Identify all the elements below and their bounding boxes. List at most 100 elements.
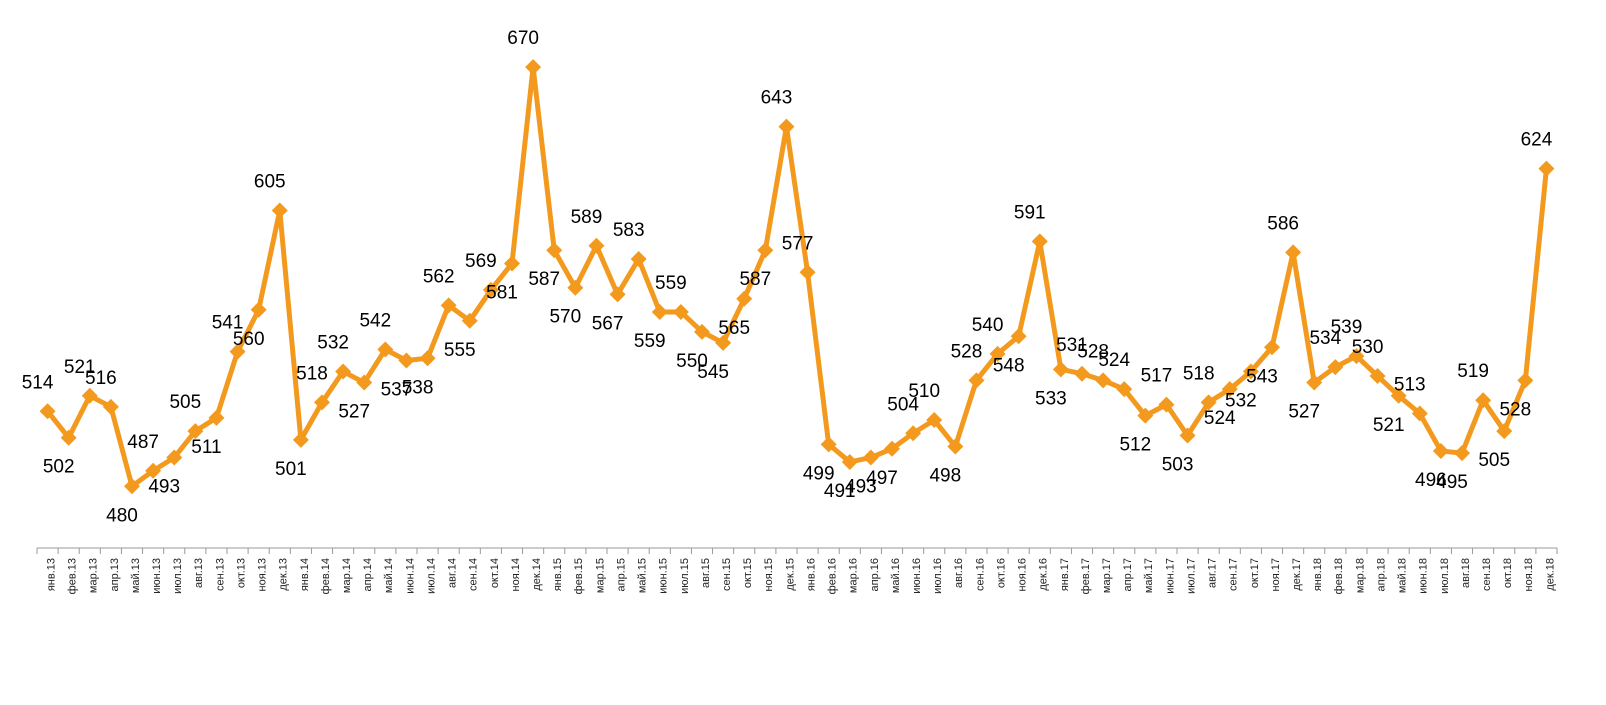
marker	[1390, 387, 1407, 404]
data-label: 497	[866, 468, 898, 489]
x-tick-label: мар.14	[341, 558, 353, 593]
marker	[1221, 381, 1238, 398]
x-tick-label: янв.14	[299, 558, 311, 591]
data-label: 524	[1098, 350, 1130, 371]
x-tick-label: окт.16	[995, 558, 1007, 588]
x-tick-label: дек.13	[278, 558, 290, 591]
marker	[81, 387, 98, 404]
marker	[292, 431, 309, 448]
x-tick-label: июл.14	[425, 558, 437, 594]
marker	[884, 440, 900, 457]
data-label: 527	[338, 402, 370, 423]
data-label: 511	[191, 437, 221, 458]
data-label: 521	[64, 357, 96, 378]
marker	[419, 350, 436, 367]
data-label: 493	[845, 477, 877, 498]
marker	[1432, 442, 1449, 459]
x-tick-label: апр.16	[869, 558, 881, 591]
data-label: 567	[592, 313, 624, 334]
marker	[1411, 405, 1428, 422]
data-label: 562	[423, 266, 455, 287]
data-label: 587	[739, 269, 771, 290]
x-tick-label: дек.17	[1291, 558, 1303, 591]
marker	[356, 374, 373, 391]
x-tick-label: сен.14	[468, 558, 480, 591]
marker	[1010, 328, 1027, 345]
data-label: 542	[359, 310, 391, 331]
marker	[1327, 359, 1344, 376]
data-label: 643	[761, 88, 793, 109]
data-label: 555	[444, 340, 476, 361]
marker	[778, 118, 795, 135]
x-tick-label: июл.13	[172, 558, 184, 594]
x-tick-label: апр.17	[1122, 558, 1134, 591]
data-label: 505	[1478, 450, 1510, 471]
marker	[335, 363, 352, 380]
x-tick-label: янв.16	[805, 558, 817, 591]
x-tick-label: авг.16	[953, 558, 965, 588]
x-tick-label: сен.13	[214, 558, 226, 591]
data-label: 559	[634, 331, 666, 352]
x-tick-label: мар.16	[848, 558, 860, 593]
data-label: 530	[1352, 337, 1384, 358]
marker	[124, 478, 140, 495]
x-tick-label: июн.14	[404, 558, 416, 594]
marker	[1496, 423, 1513, 440]
x-tick-label: май.17	[1143, 558, 1155, 593]
marker	[504, 255, 520, 272]
data-label: 539	[1331, 317, 1363, 338]
data-label: 502	[43, 457, 75, 478]
marker	[461, 312, 478, 329]
marker	[1179, 427, 1196, 444]
x-tick-label: апр.15	[615, 558, 627, 591]
x-tick-label: мар.13	[88, 558, 100, 593]
x-tick-label: сен.18	[1481, 558, 1493, 591]
marker	[672, 303, 689, 320]
data-label: 528	[1077, 341, 1109, 362]
x-tick-label: дек.16	[1038, 558, 1050, 591]
marker	[862, 449, 879, 466]
x-tick-label: июл.18	[1439, 558, 1451, 594]
data-label: 510	[908, 381, 940, 402]
data-label: 496	[1415, 470, 1447, 491]
data-label: 528	[1499, 399, 1531, 420]
data-label: 548	[993, 355, 1025, 376]
x-tick-label: май.13	[130, 558, 142, 593]
x-tick-label: дек.15	[784, 558, 796, 591]
data-label: 504	[887, 394, 919, 415]
marker	[208, 409, 225, 426]
x-tick-label: июл.16	[932, 558, 944, 594]
x-tick-label: фев.16	[827, 558, 839, 594]
marker	[609, 286, 626, 303]
marker	[1306, 374, 1323, 391]
marker	[250, 301, 267, 318]
data-label: 512	[1119, 435, 1151, 456]
marker	[229, 343, 246, 360]
data-label: 532	[317, 333, 349, 354]
data-label: 503	[1162, 455, 1194, 476]
data-label: 543	[1246, 366, 1278, 387]
data-label: 495	[1436, 472, 1468, 493]
line	[45, 64, 1549, 489]
data-label: 528	[951, 341, 983, 362]
x-tick-label: июн.17	[1164, 558, 1176, 594]
marker	[166, 449, 183, 466]
marker	[482, 281, 499, 298]
x-tick-label: дек.14	[531, 558, 543, 591]
marker	[799, 264, 816, 281]
marker	[398, 352, 415, 369]
x-tick-label: сен.16	[974, 558, 986, 591]
x-tick-label: окт.14	[489, 558, 501, 588]
marker	[1348, 348, 1365, 365]
marker	[440, 297, 457, 314]
x-tick-label: окт.13	[235, 558, 247, 588]
marker	[187, 423, 204, 440]
marker	[588, 237, 605, 254]
marker	[841, 453, 858, 470]
data-label: 517	[1141, 366, 1173, 387]
x-tick-label: янв.18	[1312, 558, 1324, 591]
data-label: 560	[233, 329, 265, 350]
x-tick-label: янв.13	[45, 558, 57, 591]
data-label: 513	[1394, 374, 1426, 395]
data-label: 559	[655, 273, 687, 294]
